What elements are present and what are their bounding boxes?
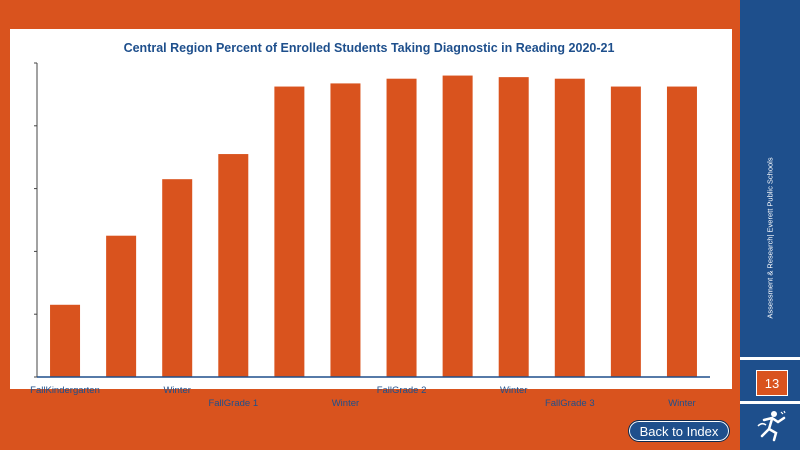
x-tick-label: Winter — [163, 385, 190, 396]
bar — [106, 235, 137, 377]
chart-title: Central Region Percent of Enrolled Stude… — [124, 41, 615, 55]
bar — [554, 78, 585, 377]
sidebar-organization-text: Assessment & Research| Everett Public Sc… — [765, 157, 775, 319]
bar — [442, 75, 473, 377]
bar — [610, 86, 641, 378]
bar — [330, 83, 361, 377]
bar — [50, 304, 81, 377]
x-tick-label: FallGrade 1 — [208, 398, 258, 409]
sidebar-divider — [740, 401, 800, 404]
running-figure-logo-icon — [757, 410, 786, 442]
x-tick-label: Winter — [668, 398, 695, 409]
back-to-index-button[interactable]: Back to Index — [628, 420, 730, 442]
bar-chart: Central Region Percent of Enrolled Stude… — [30, 41, 710, 409]
bar — [218, 154, 249, 377]
bar — [498, 77, 529, 377]
bar — [274, 86, 305, 378]
x-tick-label: FallGrade 2 — [377, 385, 427, 396]
x-tick-label: Winter — [332, 398, 359, 409]
page-number: 13 — [756, 370, 788, 396]
bar — [386, 78, 417, 377]
x-tick-label: FallKindergarten — [30, 385, 100, 396]
bar — [666, 86, 697, 378]
sidebar-divider — [740, 357, 800, 360]
x-tick-label: Winter — [500, 385, 527, 396]
x-tick-label: FallGrade 3 — [545, 398, 595, 409]
bar — [162, 179, 193, 377]
